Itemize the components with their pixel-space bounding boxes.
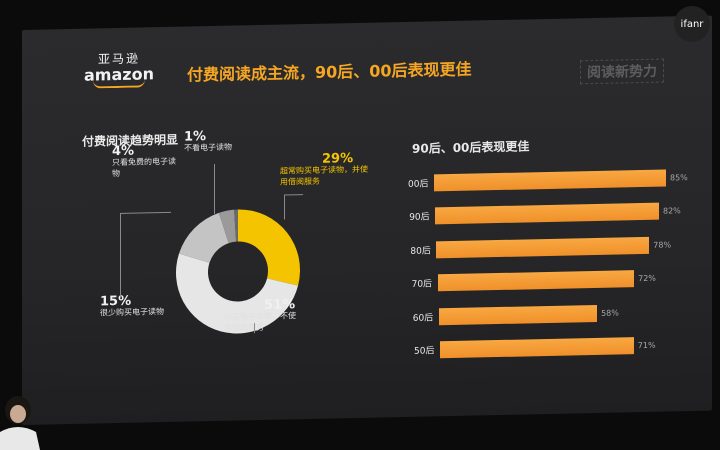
projection-screen: 亚马逊 amazon 付费阅读成主流，90后、00后表现更佳 阅读新势力 付费阅… <box>22 15 712 425</box>
presenter-silhouette <box>0 396 40 450</box>
corner-tag: 阅读新势力 <box>580 58 664 85</box>
bar-00后 <box>434 169 666 191</box>
donut-slice-1 <box>234 209 238 242</box>
bar-50后 <box>440 337 634 359</box>
bar-value: 85% <box>670 172 688 182</box>
slide-title: 付费阅读成主流，90后、00后表现更佳 <box>187 59 472 85</box>
donut-slice-51 <box>175 253 299 334</box>
bar-value: 78% <box>653 239 672 250</box>
donut-chart <box>172 204 304 339</box>
donut-slice-29 <box>238 209 300 286</box>
bar-70后 <box>437 270 635 292</box>
bar-value: 71% <box>637 340 656 351</box>
bar-value: 58% <box>601 307 619 318</box>
donut-slice-4 <box>218 209 237 244</box>
bar-row-50后: 50后 71% <box>414 334 656 361</box>
bar-row-80后: 80后 78% <box>410 233 671 260</box>
leader-line-1 <box>214 163 216 214</box>
pie-pct-51: 51% <box>264 297 296 313</box>
bar-row-60后: 60后 58% <box>413 301 619 327</box>
pie-label-4: 4% 只看免费的电子读物 <box>112 144 178 179</box>
leader-line-51 <box>254 323 256 334</box>
pie-label-51: 51% 购买电子读物，不使用借阅服务 <box>224 297 304 334</box>
bar-80后 <box>436 236 650 258</box>
pie-text-4: 只看免费的电子读物 <box>112 156 176 179</box>
amazon-logo: 亚马逊 amazon <box>84 49 154 89</box>
pie-label-15: 15% 很少购买电子读物 <box>100 294 190 318</box>
ifanr-watermark: ifanr <box>674 6 710 42</box>
bar-row-00后: 00后 85% <box>408 166 688 194</box>
pie-label-1: 1% 不看电子读物 <box>184 129 244 153</box>
pie-label-29: 29% 超常购买电子读物，并使用借阅服务 <box>280 151 375 188</box>
leader-line-29 <box>284 194 303 220</box>
bar-60后 <box>438 304 598 325</box>
pie-text-1: 不看电子读物 <box>184 142 232 153</box>
pie-text-51: 购买电子读物，不使用借阅服务 <box>224 311 296 333</box>
right-title: 90后、00后表现更佳 <box>412 139 530 156</box>
bar-row-70后: 70后 72% <box>412 267 656 294</box>
bar-label: 00后 <box>408 178 429 190</box>
bar-label: 60后 <box>412 312 434 324</box>
bar-label: 90后 <box>409 212 430 223</box>
pie-text-15: 很少购买电子读物 <box>100 307 164 318</box>
bar-label: 50后 <box>414 346 435 357</box>
leader-line-15 <box>120 211 171 298</box>
logo-en: amazon <box>84 64 154 85</box>
donut-slice-15 <box>179 212 229 263</box>
bar-row-90后: 90后 82% <box>409 200 681 228</box>
bar-label: 80后 <box>410 245 431 257</box>
bar-90后 <box>435 202 659 225</box>
bar-value: 82% <box>662 206 681 216</box>
bar-value: 72% <box>638 273 656 284</box>
pie-text-29: 超常购买电子读物，并使用借阅服务 <box>280 164 368 187</box>
bar-label: 70后 <box>411 279 433 290</box>
